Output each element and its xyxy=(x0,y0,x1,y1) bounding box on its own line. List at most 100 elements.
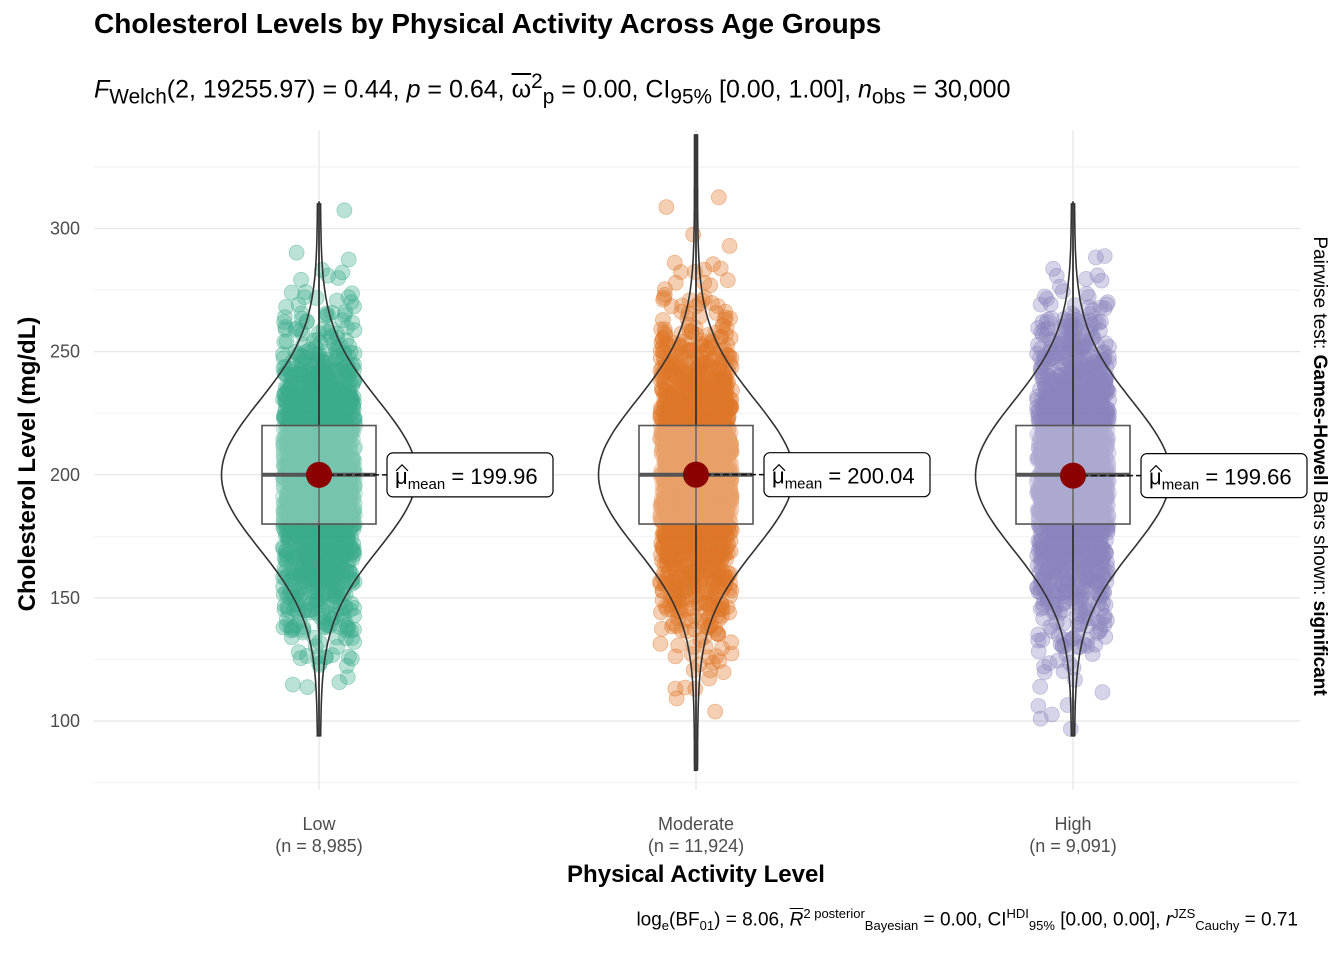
jitter-point xyxy=(712,260,729,277)
chart-title: Cholesterol Levels by Physical Activity … xyxy=(94,8,882,39)
jitter-point xyxy=(309,366,326,382)
jitter-point xyxy=(667,274,684,291)
jitter-point xyxy=(652,409,669,426)
jitter-point xyxy=(316,388,333,405)
jitter-point xyxy=(284,418,301,435)
jitter-point xyxy=(286,432,303,449)
jitter-point xyxy=(344,314,361,331)
jitter-point xyxy=(327,552,344,568)
jitter-point xyxy=(320,407,337,424)
jitter-point xyxy=(285,422,302,439)
subtitle-test-sub: Welch xyxy=(109,85,167,109)
mean-sub: mean xyxy=(785,476,823,493)
jitter-point xyxy=(316,586,333,602)
jitter-point xyxy=(287,414,304,431)
jitter-point xyxy=(321,571,338,588)
jitter-point xyxy=(289,493,306,510)
jitter-point xyxy=(287,498,304,515)
jitter-point xyxy=(320,542,336,558)
jitter-point xyxy=(322,419,339,436)
jitter-point xyxy=(319,503,336,520)
jitter-point xyxy=(346,484,363,501)
jitter-point xyxy=(312,431,329,448)
jitter-point xyxy=(338,504,355,521)
jitter-point xyxy=(277,428,294,445)
jitter-point xyxy=(281,443,298,460)
subtitle-p-label: p xyxy=(406,75,421,104)
jitter-point xyxy=(289,521,306,538)
jitter-point xyxy=(301,528,318,545)
jitter-point xyxy=(285,412,302,429)
mean-value: = 199.96 xyxy=(445,464,537,489)
jitter-point xyxy=(329,521,346,537)
jitter-point xyxy=(346,477,363,494)
jitter-point xyxy=(334,551,351,568)
jitter-point xyxy=(666,254,683,271)
jitter-point xyxy=(302,429,319,446)
mean-symbol: μ xyxy=(772,464,785,489)
jitter-point xyxy=(324,356,341,373)
jitter-point xyxy=(332,568,349,585)
jitter-point xyxy=(283,509,300,526)
series-high: μmean = 199.66 xyxy=(974,201,1308,737)
jitter-point xyxy=(289,548,306,564)
jitter-point xyxy=(343,595,360,612)
jitter-point xyxy=(300,524,317,541)
jitter-point xyxy=(696,274,713,291)
jitter-point xyxy=(333,548,350,565)
jitter-point xyxy=(293,271,310,288)
jitter-point xyxy=(304,549,321,566)
jitter-point xyxy=(288,244,305,261)
jitter-point xyxy=(327,562,344,578)
jitter-point xyxy=(298,526,315,543)
jitter-point xyxy=(323,570,340,587)
jitter-point xyxy=(309,378,326,395)
jitter-point xyxy=(282,618,299,634)
jitter-point xyxy=(294,559,311,575)
jitter-point xyxy=(337,405,354,421)
jitter-point xyxy=(312,510,329,527)
jitter-point xyxy=(338,657,355,674)
jitter-point xyxy=(323,575,340,591)
jitter-point xyxy=(291,386,308,403)
subtitle-ci-value: [0.00, 1.00] xyxy=(719,75,845,104)
jitter-point xyxy=(290,507,307,524)
jitter-point xyxy=(295,619,312,636)
subtitle-df: (2, 19255.97) xyxy=(166,75,316,104)
jitter-point xyxy=(347,438,363,455)
jitter-point xyxy=(316,363,333,380)
jitter-point xyxy=(341,563,358,580)
jitter-point xyxy=(283,377,300,394)
jitter-point xyxy=(308,592,325,609)
jitter-point xyxy=(313,559,329,576)
subtitle-ci-label: CI xyxy=(645,75,671,104)
jitter-point xyxy=(330,422,347,439)
jitter-point xyxy=(308,403,325,420)
jitter-point xyxy=(285,411,302,428)
jitter-point xyxy=(328,416,345,433)
jitter-point xyxy=(708,648,725,665)
jitter-point xyxy=(691,338,708,355)
jitter-point xyxy=(345,397,361,414)
jitter-point xyxy=(343,650,360,667)
jitter-point xyxy=(316,375,333,392)
jitter-point xyxy=(723,634,740,651)
jitter-point xyxy=(283,430,300,447)
jitter-point xyxy=(281,483,297,500)
jitter-point xyxy=(284,676,301,693)
jitter-point xyxy=(339,529,356,546)
jitter-point xyxy=(335,344,352,361)
jitter-point xyxy=(1042,296,1059,313)
jitter-point xyxy=(1043,706,1060,723)
jitter-point xyxy=(308,375,325,392)
jitter-point xyxy=(290,296,307,313)
subtitle-statistic: 0.44 xyxy=(344,75,393,104)
jitter-point xyxy=(329,485,345,502)
jitter-point xyxy=(329,578,346,595)
jitter-point xyxy=(344,543,361,560)
jitter-point xyxy=(691,308,708,325)
subtitle-effect-sup: 2 xyxy=(531,70,543,93)
jitter-point xyxy=(293,436,310,453)
jitter-point xyxy=(275,488,292,505)
